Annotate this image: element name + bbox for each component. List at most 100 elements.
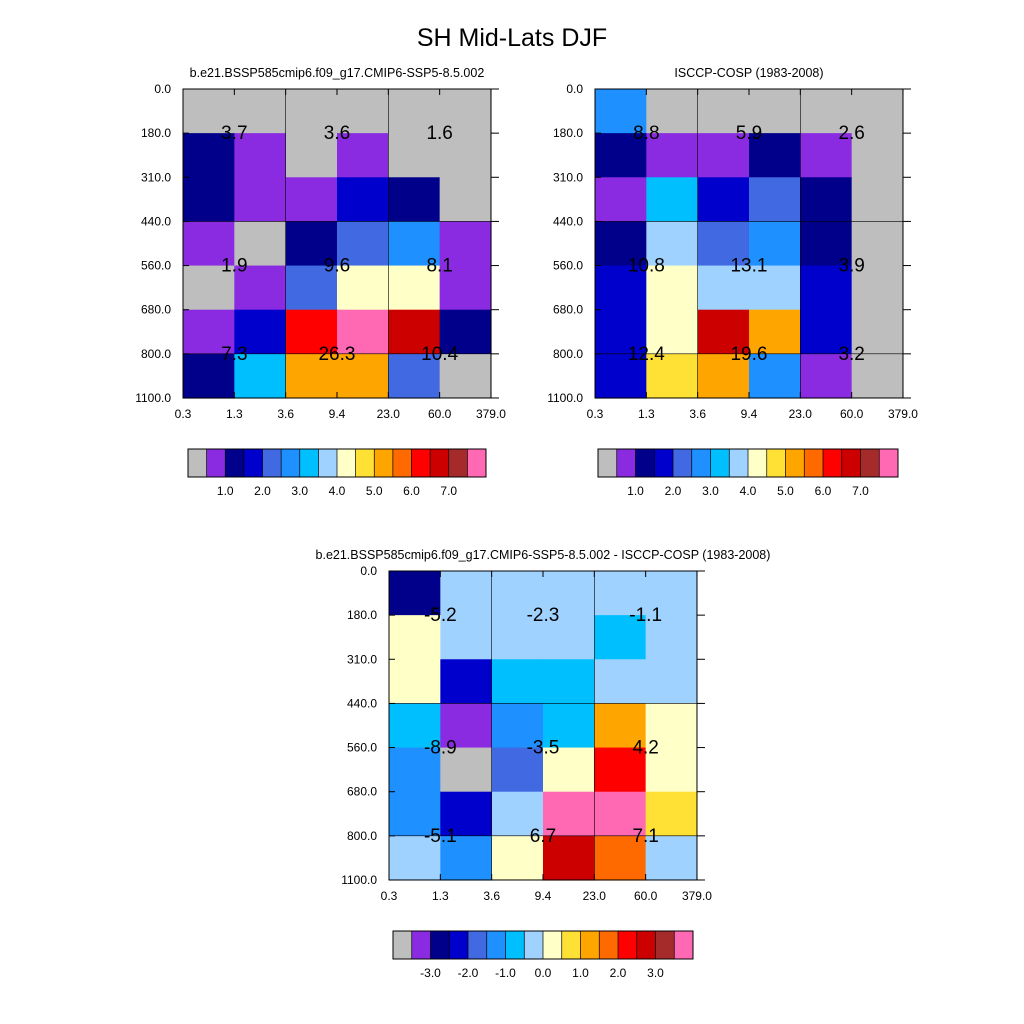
colorbar-label: 5.0 [366, 484, 383, 498]
heatmap-cell [645, 835, 698, 881]
y-tick-label: 0.0 [566, 82, 583, 96]
colorbar-swatch [448, 449, 468, 477]
heatmap-cell [800, 177, 853, 223]
data-label: 10.8 [628, 256, 665, 277]
y-tick-label: 310.0 [553, 170, 583, 184]
colorbar-swatch [635, 449, 655, 477]
colorbar-label: 3.0 [647, 966, 664, 980]
colorbar-swatch [468, 931, 488, 959]
data-label: -5.1 [424, 826, 457, 847]
data-label: 3.9 [838, 256, 864, 277]
data-label: 3.2 [838, 344, 864, 365]
heatmap-cell [645, 791, 698, 837]
y-tick-label: 440.0 [553, 214, 583, 228]
data-label: 7.3 [221, 344, 247, 365]
colorbar-swatch [411, 931, 431, 959]
x-tick-label: 9.4 [329, 407, 346, 421]
data-label: 8.1 [426, 256, 452, 277]
colorbar-label: 1.0 [572, 966, 589, 980]
colorbar-frame [597, 448, 899, 478]
colorbar-swatch [804, 449, 824, 477]
colorbar-label: 2.0 [665, 484, 682, 498]
colorbar-swatch [299, 449, 319, 477]
heatmap-cell [336, 265, 389, 311]
colorbar-label: 5.0 [777, 484, 794, 498]
data-label: 3.7 [221, 123, 247, 144]
heatmap-cell [234, 265, 287, 311]
colorbar-label: 2.0 [254, 484, 271, 498]
heatmap-cell [645, 747, 698, 793]
colorbar-swatch [262, 449, 282, 477]
y-tick-label: 0.0 [360, 564, 377, 578]
heatmap-cell [595, 353, 647, 399]
colorbar-label: 4.0 [740, 484, 757, 498]
colorbar-label: 3.0 [702, 484, 719, 498]
heatmap-cell [440, 747, 493, 793]
y-tick-label: 310.0 [347, 652, 377, 666]
heatmap-cell [336, 89, 389, 134]
heatmap-cell [697, 309, 750, 355]
heatmap-cell [542, 791, 595, 837]
colorbar-label: 6.0 [815, 484, 832, 498]
heatmap-cell [285, 89, 338, 134]
colorbar-label: 7.0 [852, 484, 869, 498]
colorbar-swatch [860, 449, 880, 477]
heatmap-cell [748, 221, 801, 267]
heatmap-cell [336, 177, 389, 223]
colorbar-swatch [188, 449, 208, 477]
heatmap-cell [234, 177, 287, 223]
heatmap-cell [491, 747, 544, 793]
data-label: 13.1 [730, 256, 767, 277]
x-tick-label: 3.6 [277, 407, 294, 421]
heatmap-cell [439, 309, 492, 355]
heatmap-cell [594, 703, 647, 749]
heatmap-cell [594, 791, 647, 837]
heatmap-cell [285, 177, 338, 223]
colorbar-label: 0.0 [535, 966, 552, 980]
colorbar-swatch [430, 449, 450, 477]
panel-3: b.e21.BSSP585cmip6.f09_g17.CMIP6-SSP5-8.… [316, 548, 771, 980]
heatmap-cell [800, 89, 853, 134]
colorbar-swatch [674, 931, 694, 959]
y-tick-label: 1100.0 [135, 391, 171, 405]
heatmap-cell [389, 747, 441, 793]
heatmap-cell [183, 177, 235, 223]
colorbar-swatch [393, 931, 413, 959]
heatmap-cell [595, 89, 647, 134]
heatmap-cell [542, 747, 595, 793]
heatmap-cell [748, 353, 801, 399]
heatmap-cell [595, 133, 647, 178]
heatmap-cell [594, 571, 647, 616]
colorbar-label: 3.0 [291, 484, 308, 498]
colorbar-frame [392, 930, 694, 960]
heatmap-cell [851, 221, 904, 267]
heatmap-cell [336, 221, 389, 267]
x-tick-label: 9.4 [535, 889, 552, 903]
heatmap-cell [646, 265, 699, 311]
heatmap-cell [439, 89, 492, 134]
colorbar-label: 1.0 [217, 484, 234, 498]
heatmap-cell [285, 309, 338, 355]
x-tick-label: 1.3 [226, 407, 243, 421]
heatmap-cell [646, 309, 699, 355]
colorbar-label: -2.0 [458, 966, 479, 980]
heatmap-cell [234, 309, 287, 355]
heatmap-cell [595, 221, 647, 267]
heatmap-cell [285, 221, 338, 267]
x-tick-label: 379.0 [682, 889, 712, 903]
colorbar-swatch [655, 931, 675, 959]
x-tick-label: 3.6 [483, 889, 500, 903]
heatmap-cell [389, 659, 441, 705]
y-tick-label: 0.0 [154, 82, 171, 96]
x-tick-label: 1.3 [432, 889, 449, 903]
colorbar-swatch [710, 449, 730, 477]
y-tick-label: 800.0 [141, 347, 171, 361]
data-label: -5.2 [424, 605, 457, 626]
heatmap-cell [851, 89, 904, 134]
colorbar-label: 7.0 [440, 484, 457, 498]
heatmap-cell [440, 659, 493, 705]
data-label: 9.6 [324, 256, 350, 277]
colorbar-swatch [785, 449, 805, 477]
heatmap-cell [388, 265, 441, 311]
colorbar-label: 6.0 [403, 484, 420, 498]
